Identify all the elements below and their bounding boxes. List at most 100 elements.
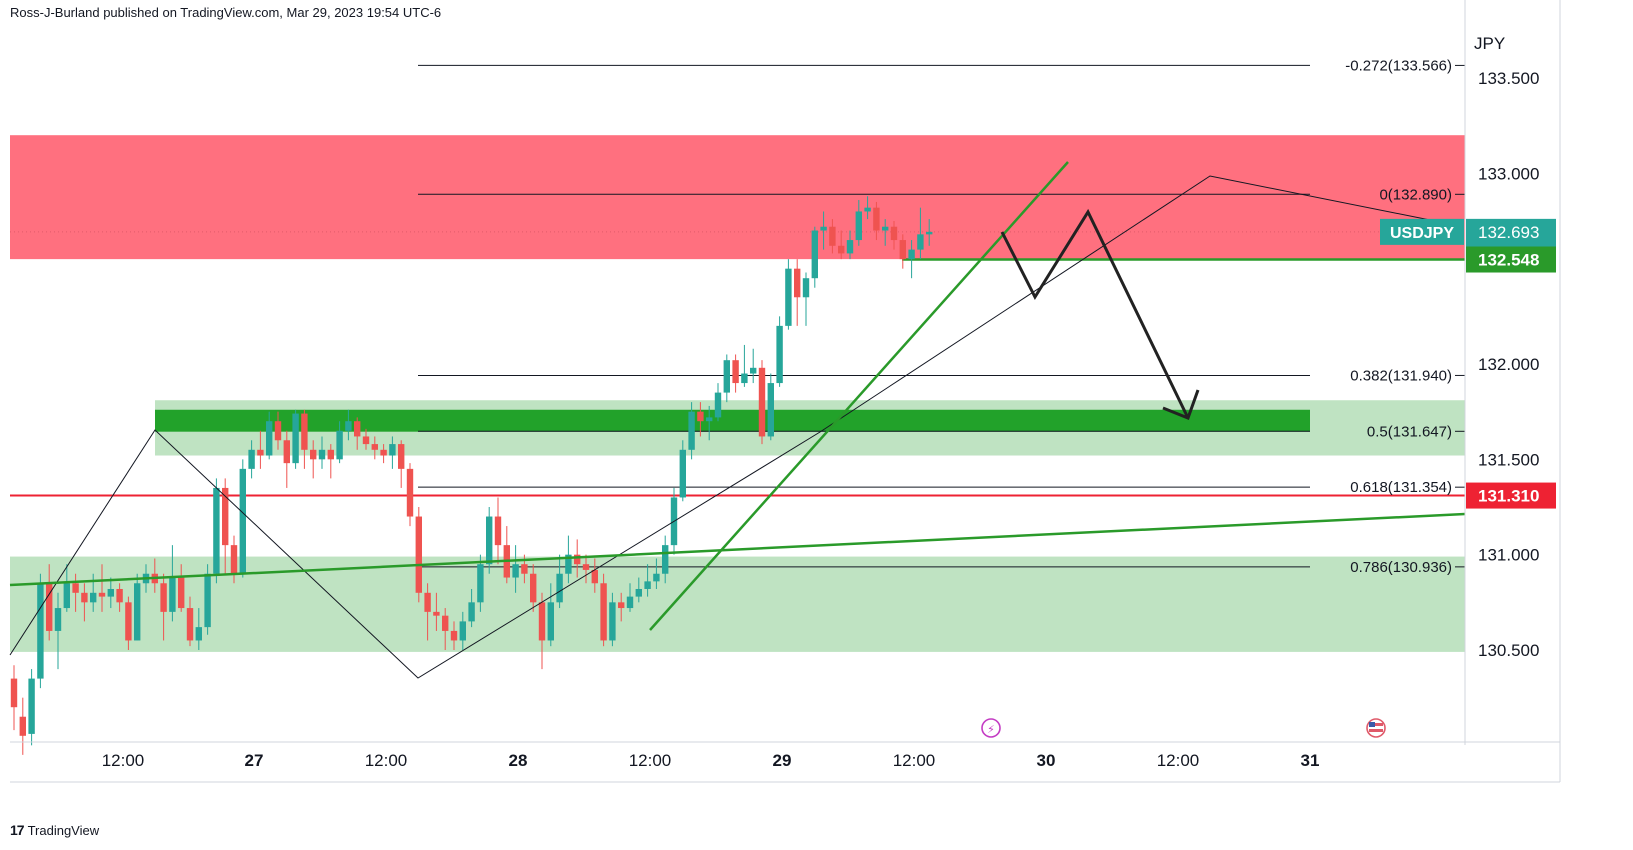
candle-body (354, 421, 361, 437)
y-tick-label: 130.500 (1478, 641, 1539, 660)
long-trendline (9, 512, 1466, 587)
resistance-zone (10, 135, 1465, 260)
lightning-event-icon (981, 718, 1001, 738)
candle-body (98, 592, 106, 597)
candle-body (450, 630, 458, 641)
candle-body (723, 360, 730, 393)
candle-body (486, 516, 493, 565)
flag-stripe (1369, 729, 1383, 732)
candle-body (345, 421, 352, 431)
currency-label: JPY (1474, 34, 1505, 53)
candle-body (433, 611, 440, 616)
drawings-layer: ⚡ (9, 161, 1466, 738)
candle-body (257, 449, 264, 456)
candle-body (820, 226, 827, 231)
candle-body (310, 449, 317, 460)
x-tick-label: 12:00 (1157, 751, 1200, 770)
candle-body (688, 411, 695, 450)
candle-body (899, 240, 906, 260)
candle-body (882, 226, 889, 231)
candle-body (794, 268, 801, 298)
x-tick-label: 27 (245, 751, 264, 770)
fib-label: 0.618(131.354) (1350, 479, 1452, 496)
candle-body (327, 449, 334, 460)
candle-body (609, 602, 616, 641)
zones-layer (10, 135, 1465, 652)
candle-body (750, 367, 757, 374)
candle-body (873, 207, 880, 231)
candle-body (195, 627, 202, 641)
candle-body (380, 449, 387, 456)
candle-body (714, 392, 722, 418)
candle-body (908, 249, 915, 260)
y-tick-label: 133.000 (1478, 164, 1539, 183)
candle-body (706, 417, 713, 422)
candle-body (512, 564, 519, 578)
candle-body (846, 240, 854, 254)
candle-body (459, 621, 466, 641)
x-tick-label: 12:00 (102, 751, 145, 770)
candle-body (54, 608, 62, 631)
candle-body (406, 468, 414, 517)
candle-body (741, 373, 748, 384)
fib-label: 0.5(131.647) (1367, 423, 1452, 440)
candle-body (565, 554, 572, 574)
red-price-tag (1466, 482, 1556, 509)
candle-body (248, 449, 255, 469)
candle-body (424, 592, 431, 612)
candle-body (186, 608, 194, 641)
candle-body (336, 430, 343, 460)
x-tick-label: 12:00 (629, 751, 672, 770)
projection-path (1000, 208, 1190, 419)
candle-body (125, 602, 132, 641)
candle-body (926, 231, 933, 235)
candle-body (864, 207, 871, 212)
x-tick-label: 28 (509, 751, 528, 770)
fib-label: -0.272(133.566) (1345, 57, 1452, 74)
candles-layer (10, 196, 933, 755)
publisher-header: Ross-J-Burland published on TradingView.… (10, 5, 442, 20)
candle-body (697, 411, 704, 422)
y-tick-label: 133.500 (1478, 69, 1539, 88)
candle-body (116, 588, 123, 603)
x-tick-label: 30 (1037, 751, 1056, 770)
y-tick-label: 131.000 (1478, 546, 1539, 565)
candle-body (371, 444, 378, 450)
candle-body (169, 577, 176, 612)
candle-body (556, 573, 563, 603)
y-tick-label: 131.500 (1478, 450, 1539, 469)
candle-body (838, 245, 845, 254)
flag-canton (1369, 722, 1375, 727)
y-tick-label: 132.000 (1478, 355, 1539, 374)
candle-body (494, 516, 502, 546)
symbol-tag (1380, 218, 1464, 245)
candle-body (19, 716, 26, 736)
candle-body (442, 615, 449, 631)
green-price-tag (1466, 246, 1556, 273)
candle-body (90, 592, 97, 603)
candle-body (662, 545, 669, 574)
red-price-tag-label: 131.310 (1478, 487, 1539, 506)
candle-body (917, 234, 924, 250)
tradingview-brand[interactable]: 17 TradingView (10, 822, 99, 838)
green-price-tag-label: 132.548 (1478, 251, 1539, 270)
flag-stripe (1369, 723, 1383, 726)
candle-body (653, 573, 660, 582)
candle-body (81, 592, 88, 603)
x-tick-label: 12:00 (893, 751, 936, 770)
candle-body (72, 583, 79, 593)
candle-body (758, 367, 766, 437)
candle-body (679, 449, 686, 498)
candle-body (160, 583, 167, 612)
candle-body (283, 440, 290, 464)
symbol-tag-label: USDJPY (1390, 225, 1454, 242)
fib-label: 0.786(130.936) (1350, 559, 1452, 576)
candle-body (468, 602, 475, 622)
candle-body (785, 268, 792, 326)
candle-body (547, 602, 554, 641)
candle-body (591, 569, 598, 584)
candle-body (635, 588, 642, 597)
candle-body (63, 583, 70, 609)
candle-body (28, 678, 35, 734)
